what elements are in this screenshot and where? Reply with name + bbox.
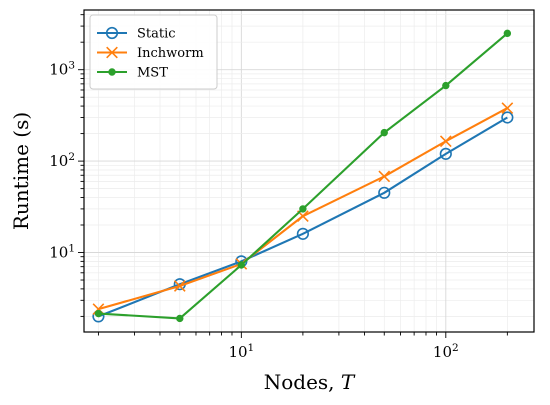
- data-point-mst: [442, 81, 450, 90]
- data-point-mst: [237, 261, 246, 269]
- data-point-inchworm: [501, 102, 514, 114]
- y-axis-title: Runtime (s): [9, 112, 33, 230]
- data-point-mst: [176, 314, 184, 323]
- y-tick-label: 102: [49, 151, 75, 170]
- data-point-mst: [380, 128, 388, 137]
- series-line-static: [98, 116, 508, 318]
- plot-frame: [83, 9, 535, 333]
- legend-marker-mst: [108, 68, 116, 76]
- legend-marker-inchworm: [106, 46, 118, 59]
- data-point-static: [296, 227, 309, 240]
- data-point-static: [378, 186, 391, 199]
- y-tick-label: 103: [49, 60, 75, 79]
- legend-label-mst: MST: [137, 66, 168, 81]
- y-tick-label: 101: [49, 243, 75, 262]
- legend-label-inchworm: Inchworm: [137, 46, 204, 61]
- data-point-static: [501, 111, 514, 124]
- data-point-inchworm: [378, 170, 391, 183]
- data-point-inchworm: [173, 280, 186, 292]
- data-point-inchworm: [439, 135, 452, 148]
- tick-layer: 101 102 101 102 103: [49, 14, 508, 361]
- legend-marker-static: [105, 26, 119, 40]
- data-point-static: [439, 147, 452, 160]
- data-point-mst: [299, 205, 307, 213]
- x-axis-title: Nodes, T: [264, 370, 356, 394]
- legend-label-static: Static: [137, 27, 176, 42]
- data-point-mst: [94, 309, 103, 318]
- legend: Static Inchworm MST: [89, 14, 218, 90]
- x-tick-label: 101: [228, 342, 254, 361]
- data-point-mst: [503, 29, 512, 38]
- series-layer: [92, 29, 514, 323]
- x-tick-label: 102: [433, 342, 459, 361]
